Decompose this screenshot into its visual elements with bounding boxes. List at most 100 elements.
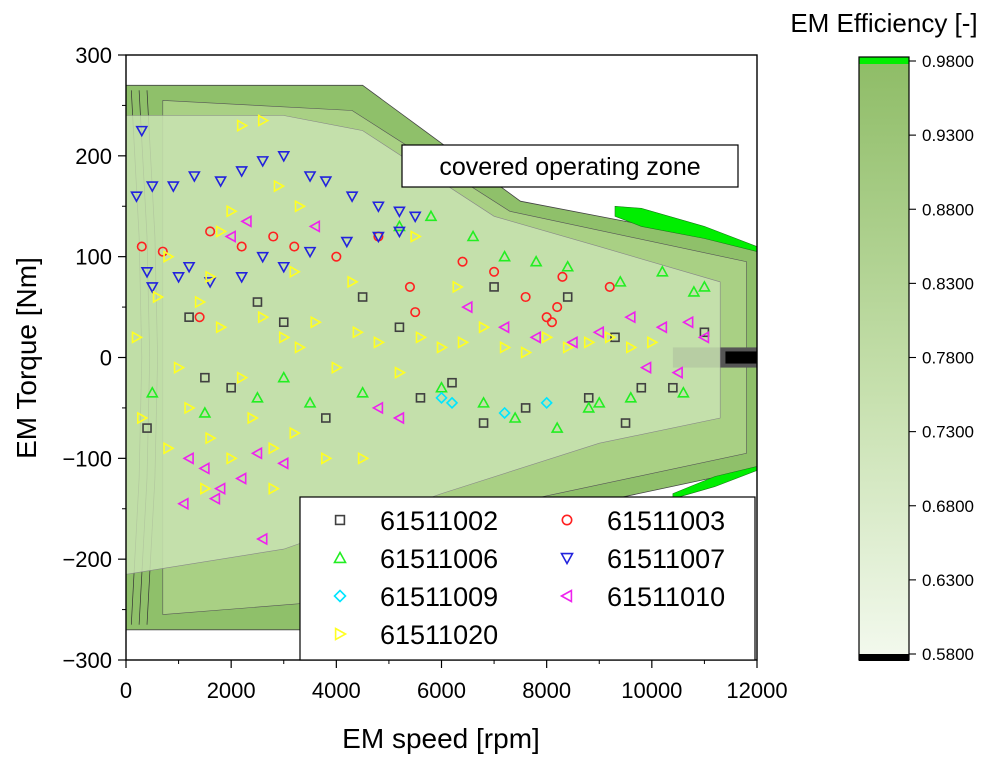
data-point [562,292,573,302]
data-point [373,336,386,349]
data-point [477,396,490,408]
data-point [166,181,180,193]
data-point [198,406,212,418]
data-point [135,125,149,138]
data-point [277,457,289,470]
y-tick-label: 100 [75,245,112,270]
series-61511010 [177,215,710,546]
colorbar-tick-label: 0.5800 [922,645,974,664]
data-point [252,297,263,307]
data-point [235,472,247,485]
data-point [294,199,307,213]
data-point [235,166,249,178]
data-point [540,396,553,410]
data-point [226,204,238,218]
data-point [303,396,317,408]
legend-label: 61511003 [607,506,725,536]
data-point [184,401,196,415]
data-point [610,332,620,343]
y-tick-label: −300 [62,648,112,673]
data-point [278,317,289,328]
y-tick-label: 300 [75,43,112,68]
data-point [394,366,407,379]
data-point [393,206,406,218]
data-point [436,341,449,354]
data-point [340,236,354,249]
data-point [408,211,422,223]
data-point [136,241,147,252]
data-point [415,330,428,344]
data-point [194,295,207,309]
data-point [625,341,638,354]
data-point [636,382,647,393]
x-tick-label: 2000 [207,678,256,703]
colorbar-tick-label: 0.7800 [922,349,974,368]
data-point [321,451,333,465]
data-point [550,421,564,433]
legend-label: 61511020 [380,620,498,650]
data-point [277,371,291,383]
legend-marker [334,627,348,641]
data-point [136,411,149,425]
data-point [247,411,259,425]
legend-box [299,496,756,661]
data-point [452,280,464,294]
data-point [457,256,468,267]
data-point [331,251,342,262]
data-point [583,336,596,349]
data-point [142,423,152,433]
data-point [604,330,617,344]
data-point [140,266,154,279]
data-point [624,391,638,403]
y-tick-label: −200 [62,547,112,572]
data-point [392,411,405,425]
data-point [655,265,669,277]
colorbar-tick-label: 0.7300 [922,423,974,442]
covered-operating-zone-area [126,115,721,575]
data-point [697,330,710,344]
data-point [410,230,422,243]
data-point [152,290,165,304]
colorbar: EM Efficiency [-] 0.9800 0.9300 0.8800 0.83… [790,8,977,664]
data-point [394,322,405,333]
colorbar-tick-label: 0.9300 [922,126,974,145]
data-point [205,431,217,445]
data-point [236,119,249,132]
data-point [655,320,668,334]
legend-label: 61511009 [380,582,498,612]
colorbar-ticks: 0.9800 0.9300 0.8800 0.8300 0.7800 0.7300 0.68… [909,52,974,664]
legend-marker [561,514,573,526]
data-point [647,336,659,349]
data-point [257,114,270,127]
data-point [226,451,238,465]
data-point [347,275,359,289]
legend-marker [559,589,573,603]
data-point [308,220,321,233]
colorbar-frame [858,56,910,661]
data-point [256,156,270,168]
legend-label: 61511006 [380,544,498,574]
data-point [173,361,186,374]
colorbar-tick-label: 0.8300 [922,274,974,293]
data-point [552,302,563,313]
data-point [404,281,416,292]
data-point [163,441,175,455]
data-point [131,330,144,344]
data-point [182,261,196,274]
data-point [620,418,631,428]
data-point [251,391,264,403]
colorbar-tick-label: 0.6800 [922,497,974,516]
data-point [461,300,473,314]
legend-label: 61511007 [607,544,725,574]
data-point [498,250,511,262]
data-point [268,482,280,495]
data-point [499,341,512,354]
data-point [562,341,575,354]
data-point [205,226,216,237]
y-tick-label: 200 [75,144,112,169]
data-point [294,341,307,354]
data-point [145,386,159,398]
data-point [357,451,370,465]
data-point [289,265,301,279]
data-point [435,391,448,404]
